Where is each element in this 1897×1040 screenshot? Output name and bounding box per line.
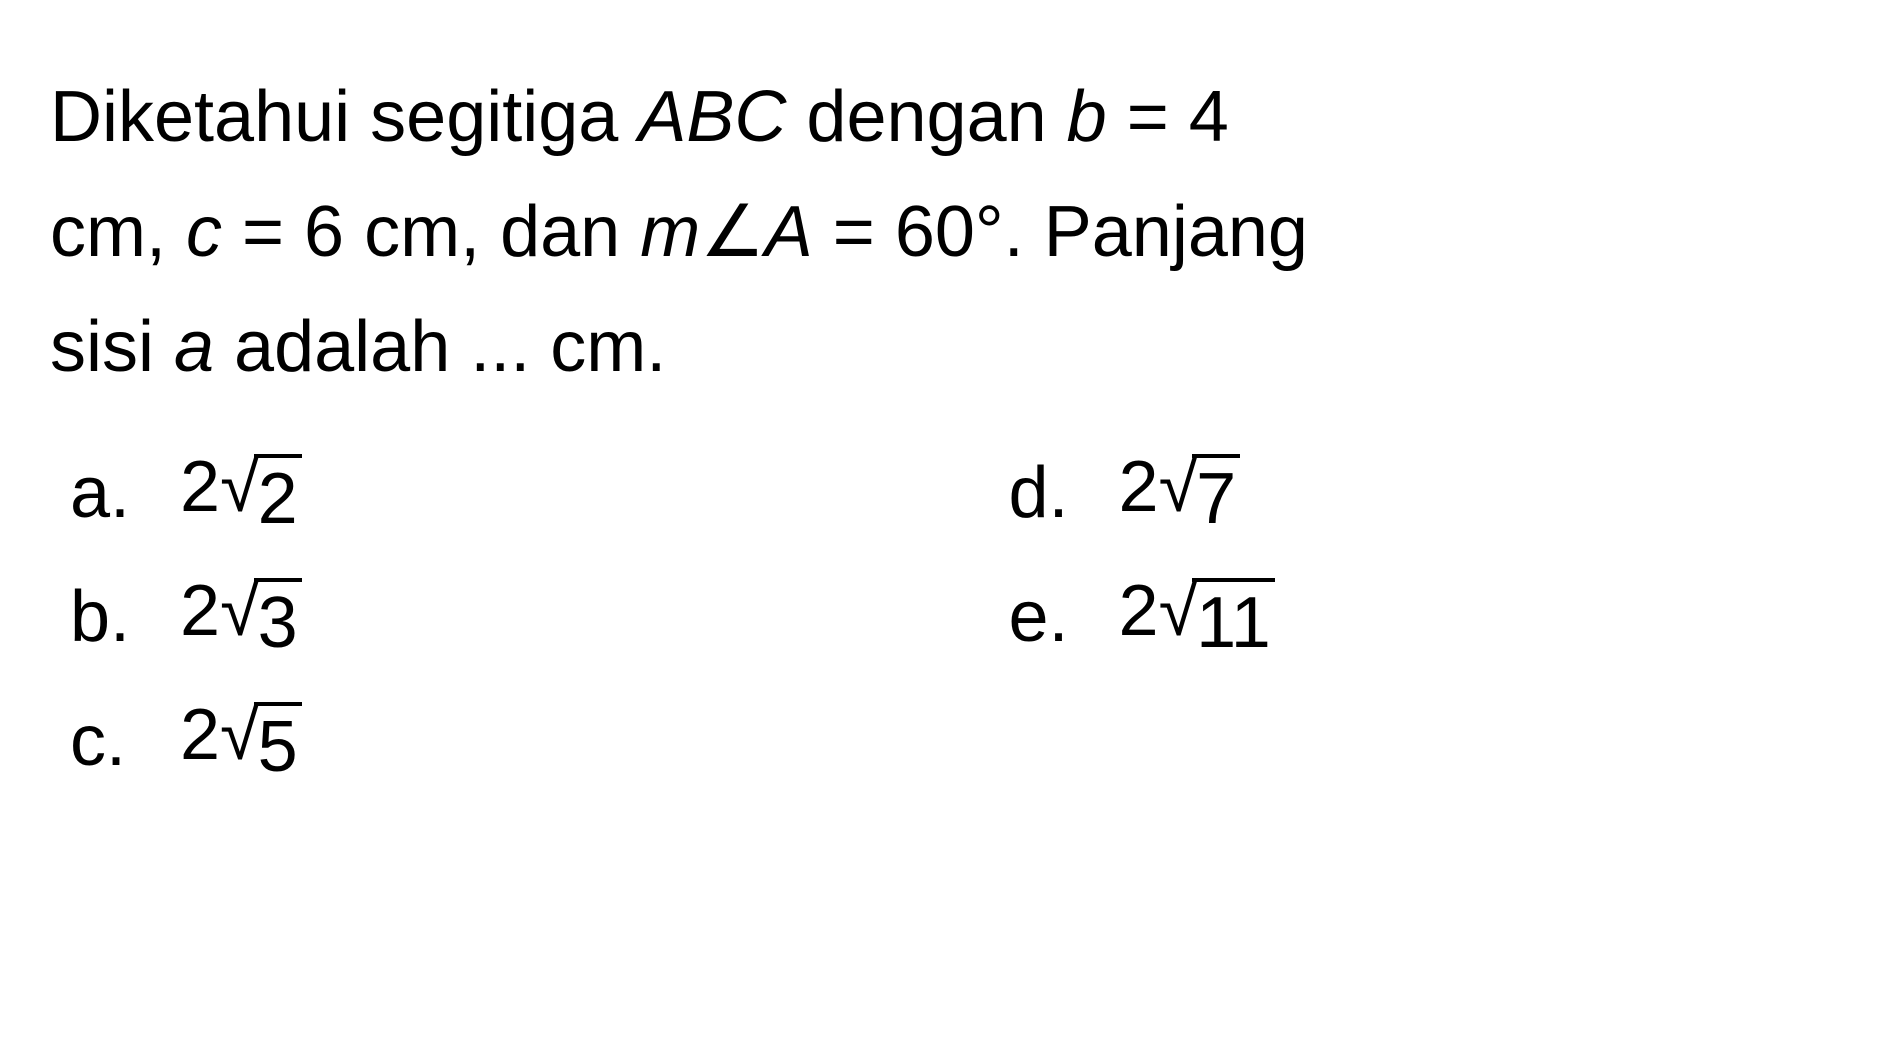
coefficient: 2 [1119,571,1159,651]
option-e: e. 2√11 [1009,570,1848,664]
sqrt-expression: √11 [1159,570,1275,664]
equation-b: = 4 [1107,77,1229,157]
option-value: 2√7 [1119,446,1241,540]
sqrt-argument: 5 [254,702,302,788]
option-value: 2√3 [180,570,302,664]
coefficient: 2 [1119,447,1159,527]
option-c: c. 2√5 [70,694,909,788]
sqrt-expression: √7 [1159,446,1241,540]
sqrt-argument: 3 [254,578,302,664]
text-segment: Diketahui segitiga [50,77,638,157]
coefficient: 2 [180,695,220,775]
option-letter: e. [1009,576,1069,658]
sqrt-argument: 2 [254,454,302,540]
sqrt-argument: 11 [1192,578,1275,664]
option-letter: d. [1009,452,1069,534]
option-a: a. 2√2 [70,446,909,540]
variable-c: c [186,192,222,272]
option-value: 2√2 [180,446,302,540]
options-container: a. 2√2 d. 2√7 b. 2√3 e. 2√11 c. 2√5 [50,446,1847,788]
text-segment: dengan [786,77,1066,157]
sqrt-argument: 7 [1192,454,1240,540]
option-letter: b. [70,576,130,658]
variable-a: a [174,307,214,387]
text-segment: sisi [50,307,174,387]
triangle-name: ABC [638,77,786,157]
angle-symbol: ∠ [700,192,765,272]
sqrt-expression: √3 [220,570,302,664]
equation-c: = 6 cm, dan [222,192,640,272]
variable-b: b [1067,77,1107,157]
text-segment: adalah ... cm. [214,307,666,387]
option-value: 2√11 [1119,570,1275,664]
option-value: 2√5 [180,694,302,788]
option-b: b. 2√3 [70,570,909,664]
equation-A: = 60°. Panjang [813,192,1308,272]
question-text: Diketahui segitiga ABC dengan b = 4 cm, … [50,60,1847,406]
sqrt-expression: √5 [220,694,302,788]
variable-A: A [765,192,813,272]
variable-m: m [640,192,700,272]
option-d: d. 2√7 [1009,446,1848,540]
sqrt-expression: √2 [220,446,302,540]
coefficient: 2 [180,447,220,527]
text-segment: cm, [50,192,186,272]
option-letter: a. [70,452,130,534]
option-letter: c. [70,700,130,782]
coefficient: 2 [180,571,220,651]
